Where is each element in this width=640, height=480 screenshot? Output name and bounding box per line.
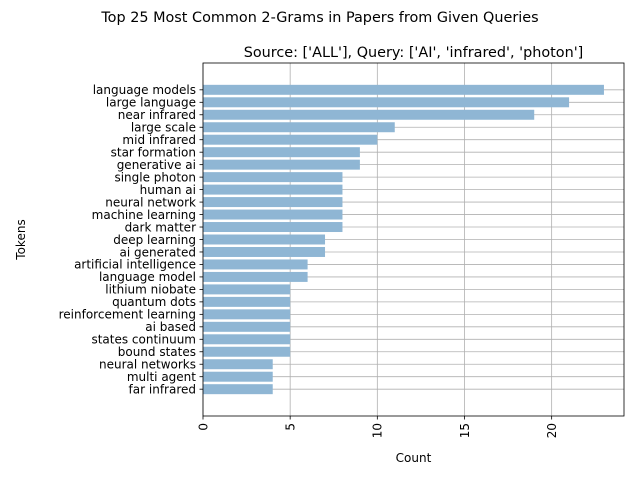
y-tick-label: artificial intelligence <box>74 258 196 272</box>
chart-title: Source: ['ALL'], Query: ['AI', 'infrared… <box>244 45 584 61</box>
bar <box>203 371 273 382</box>
y-tick-label: far infrared <box>129 382 196 396</box>
bar <box>203 234 326 245</box>
y-tick-label: ai based <box>145 320 196 334</box>
bar <box>203 359 273 370</box>
bar <box>203 259 308 270</box>
y-tick-label: lithium niobate <box>105 283 196 297</box>
y-tick-label: large language <box>106 96 196 110</box>
y-tick-label: language model <box>99 270 196 284</box>
y-tick-label: near infrared <box>118 108 196 122</box>
y-tick-label: multi agent <box>127 370 196 384</box>
x-tick-label: 5 <box>283 423 297 431</box>
x-tick-label: 15 <box>458 423 472 438</box>
bar <box>203 197 343 208</box>
x-tick-label: 20 <box>545 423 559 438</box>
y-tick-label: large scale <box>131 121 196 135</box>
bar <box>203 109 535 120</box>
bar <box>203 97 570 108</box>
bar <box>203 222 343 233</box>
y-tick-label: mid infrared <box>122 133 196 147</box>
bar <box>203 271 308 282</box>
y-tick-label: language models <box>93 83 196 97</box>
bar <box>203 134 378 145</box>
bar <box>203 147 360 158</box>
y-tick-label: quantum dots <box>112 295 196 309</box>
y-tick-label: neural network <box>105 195 196 209</box>
y-tick-label: neural networks <box>99 358 196 372</box>
y-axis-label: Tokens <box>14 219 28 260</box>
chart-suptitle: Top 25 Most Common 2-Grams in Papers fro… <box>100 10 538 26</box>
y-tick-label: machine learning <box>92 208 196 222</box>
bar <box>203 84 604 95</box>
y-tick-label: states continuum <box>91 333 196 347</box>
y-tick-label: dark matter <box>125 220 197 234</box>
x-tick-label: 10 <box>371 423 385 438</box>
y-tick-label: star formation <box>111 145 196 159</box>
bar <box>203 184 343 195</box>
bar <box>203 309 291 320</box>
bar <box>203 384 273 395</box>
x-axis-label: Count <box>396 451 432 465</box>
bar <box>203 159 360 170</box>
y-tick-label: single photon <box>114 170 196 184</box>
y-tick-label: generative ai <box>117 158 196 172</box>
x-axis-ticks: 0 5 10 15 20 <box>196 416 559 438</box>
bar <box>203 296 291 307</box>
y-tick-label: bound states <box>118 345 196 359</box>
bar <box>203 346 291 357</box>
y-tick-label: ai generated <box>120 245 196 259</box>
bars <box>203 84 604 395</box>
y-tick-label: deep learning <box>113 233 196 247</box>
x-tick-label: 0 <box>196 423 210 431</box>
bar <box>203 209 343 220</box>
bar <box>203 122 395 133</box>
bar <box>203 172 343 183</box>
y-tick-label: reinforcement learning <box>59 308 196 322</box>
bar <box>203 246 326 257</box>
bar <box>203 321 291 332</box>
y-tick-label: human ai <box>140 183 196 197</box>
bar <box>203 334 291 345</box>
bar <box>203 284 291 295</box>
